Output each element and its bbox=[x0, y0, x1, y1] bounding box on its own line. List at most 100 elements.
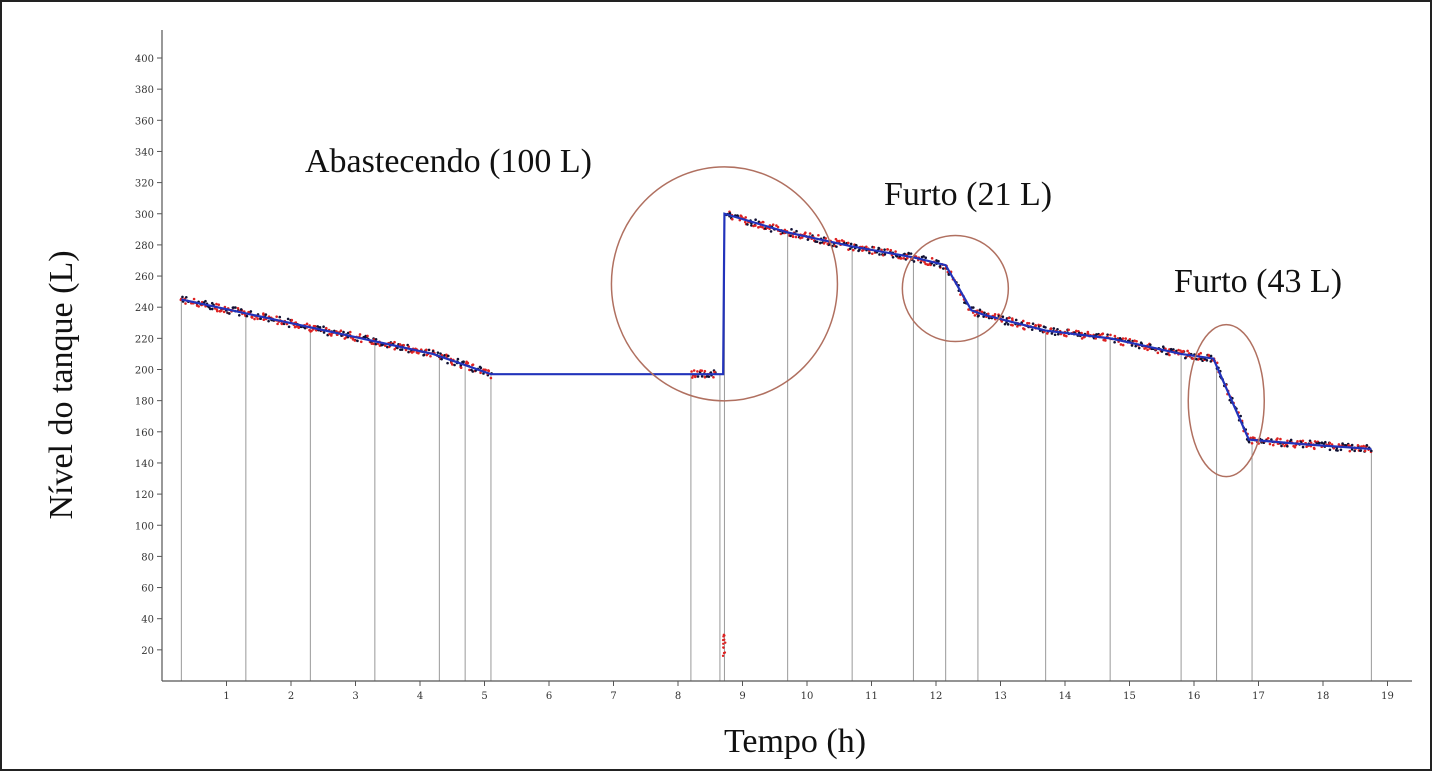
noise-point bbox=[1106, 333, 1109, 336]
noise-point bbox=[447, 354, 450, 358]
noise-point bbox=[1362, 444, 1365, 448]
noise-point bbox=[895, 255, 899, 258]
noise-point bbox=[446, 361, 449, 365]
noise-point bbox=[346, 331, 350, 335]
noise-point bbox=[771, 223, 775, 226]
noise-point bbox=[1317, 441, 1320, 445]
noise-point bbox=[941, 267, 945, 270]
noise-point bbox=[1209, 360, 1213, 363]
noise-point bbox=[846, 241, 850, 245]
theft-21-circle bbox=[901, 234, 1010, 343]
noise-point bbox=[1177, 348, 1180, 352]
noise-point bbox=[259, 317, 262, 321]
x-tick-label: 19 bbox=[1381, 691, 1394, 702]
noise-point bbox=[1030, 328, 1034, 331]
noise-point bbox=[905, 256, 909, 260]
noise-point bbox=[803, 232, 806, 236]
noise-point bbox=[471, 363, 475, 366]
noise-point bbox=[422, 353, 425, 357]
noise-point bbox=[834, 237, 838, 241]
noise-point bbox=[972, 306, 975, 309]
noise-point bbox=[1050, 332, 1054, 335]
noise-point bbox=[740, 215, 743, 218]
noise-point bbox=[858, 248, 861, 251]
noise-point bbox=[1328, 448, 1332, 452]
x-tick-label: 7 bbox=[610, 691, 616, 702]
noise-point bbox=[1301, 439, 1305, 443]
noise-point bbox=[1320, 441, 1324, 445]
noise-point bbox=[1101, 332, 1105, 335]
noise-point bbox=[1283, 444, 1286, 448]
x-tick-label: 4 bbox=[417, 691, 423, 702]
noise-point bbox=[232, 306, 235, 309]
noise-point bbox=[184, 295, 188, 299]
noise-point bbox=[1350, 443, 1354, 447]
noise-point bbox=[746, 223, 749, 226]
axes: 1 2 3 4 5 6 7 8 9 10 11 12 13 14 15 16 17 18 1920406080100… bbox=[135, 30, 1412, 702]
noise-point bbox=[487, 369, 490, 372]
y-tick-label: 100 bbox=[135, 521, 154, 532]
noise-point bbox=[1289, 438, 1293, 442]
x-axis-title: Tempo (h) bbox=[724, 723, 866, 760]
noise-point bbox=[234, 306, 237, 309]
noise-point bbox=[1356, 443, 1360, 447]
noise-point bbox=[691, 376, 694, 379]
noise-point bbox=[902, 256, 906, 260]
y-tick-label: 280 bbox=[135, 241, 154, 252]
noise-point bbox=[1353, 449, 1356, 453]
y-tick-label: 360 bbox=[135, 116, 154, 127]
noise-point bbox=[1266, 436, 1270, 440]
noise-point bbox=[1370, 449, 1373, 453]
noise-point bbox=[824, 237, 827, 240]
noise-point bbox=[722, 635, 725, 638]
noise-point bbox=[849, 242, 853, 246]
y-tick-label: 200 bbox=[135, 366, 154, 377]
noise-point bbox=[222, 310, 226, 314]
noise-point bbox=[822, 242, 826, 245]
noise-point bbox=[837, 239, 841, 243]
noise-point bbox=[1305, 445, 1308, 449]
noise-point bbox=[761, 225, 764, 229]
noise-point bbox=[1301, 445, 1305, 449]
noise-point bbox=[204, 299, 207, 303]
noise-point bbox=[761, 220, 765, 224]
noise-point bbox=[1271, 443, 1275, 447]
x-tick-label: 18 bbox=[1317, 691, 1330, 702]
y-tick-label: 40 bbox=[141, 615, 154, 626]
noise-point bbox=[1046, 332, 1049, 335]
noise-point bbox=[922, 255, 925, 258]
noise-point bbox=[1186, 349, 1189, 353]
noise-point bbox=[703, 375, 707, 379]
x-tick-label: 8 bbox=[675, 691, 681, 702]
noise-point bbox=[924, 256, 928, 260]
noise-point bbox=[743, 220, 747, 224]
noise-point bbox=[1296, 440, 1299, 443]
noise-point bbox=[978, 308, 982, 312]
noise-point bbox=[466, 361, 470, 365]
noise-point bbox=[184, 302, 187, 305]
noise-point bbox=[1182, 349, 1185, 353]
noise-point bbox=[1156, 351, 1160, 355]
x-tick-label: 9 bbox=[739, 691, 745, 702]
noise-point bbox=[1279, 437, 1282, 441]
noise-point bbox=[1184, 356, 1187, 360]
noise-point bbox=[393, 340, 396, 344]
noise-point bbox=[249, 310, 253, 313]
noise-point bbox=[878, 253, 881, 256]
noise-point bbox=[1031, 322, 1035, 326]
noise-point bbox=[1197, 353, 1201, 356]
noise-point bbox=[1365, 444, 1369, 447]
noise-point bbox=[1337, 443, 1341, 446]
noise-point bbox=[754, 218, 757, 222]
noise-point bbox=[696, 375, 700, 378]
noise-point bbox=[479, 371, 482, 375]
noise-point bbox=[1199, 351, 1203, 355]
noise-point bbox=[1049, 327, 1052, 331]
noise-point bbox=[280, 321, 283, 325]
noise-point bbox=[1143, 347, 1146, 350]
y-tick-label: 380 bbox=[135, 85, 154, 96]
noise-point bbox=[1199, 357, 1203, 361]
noise-point bbox=[1209, 354, 1213, 358]
noise-point bbox=[1056, 332, 1060, 336]
